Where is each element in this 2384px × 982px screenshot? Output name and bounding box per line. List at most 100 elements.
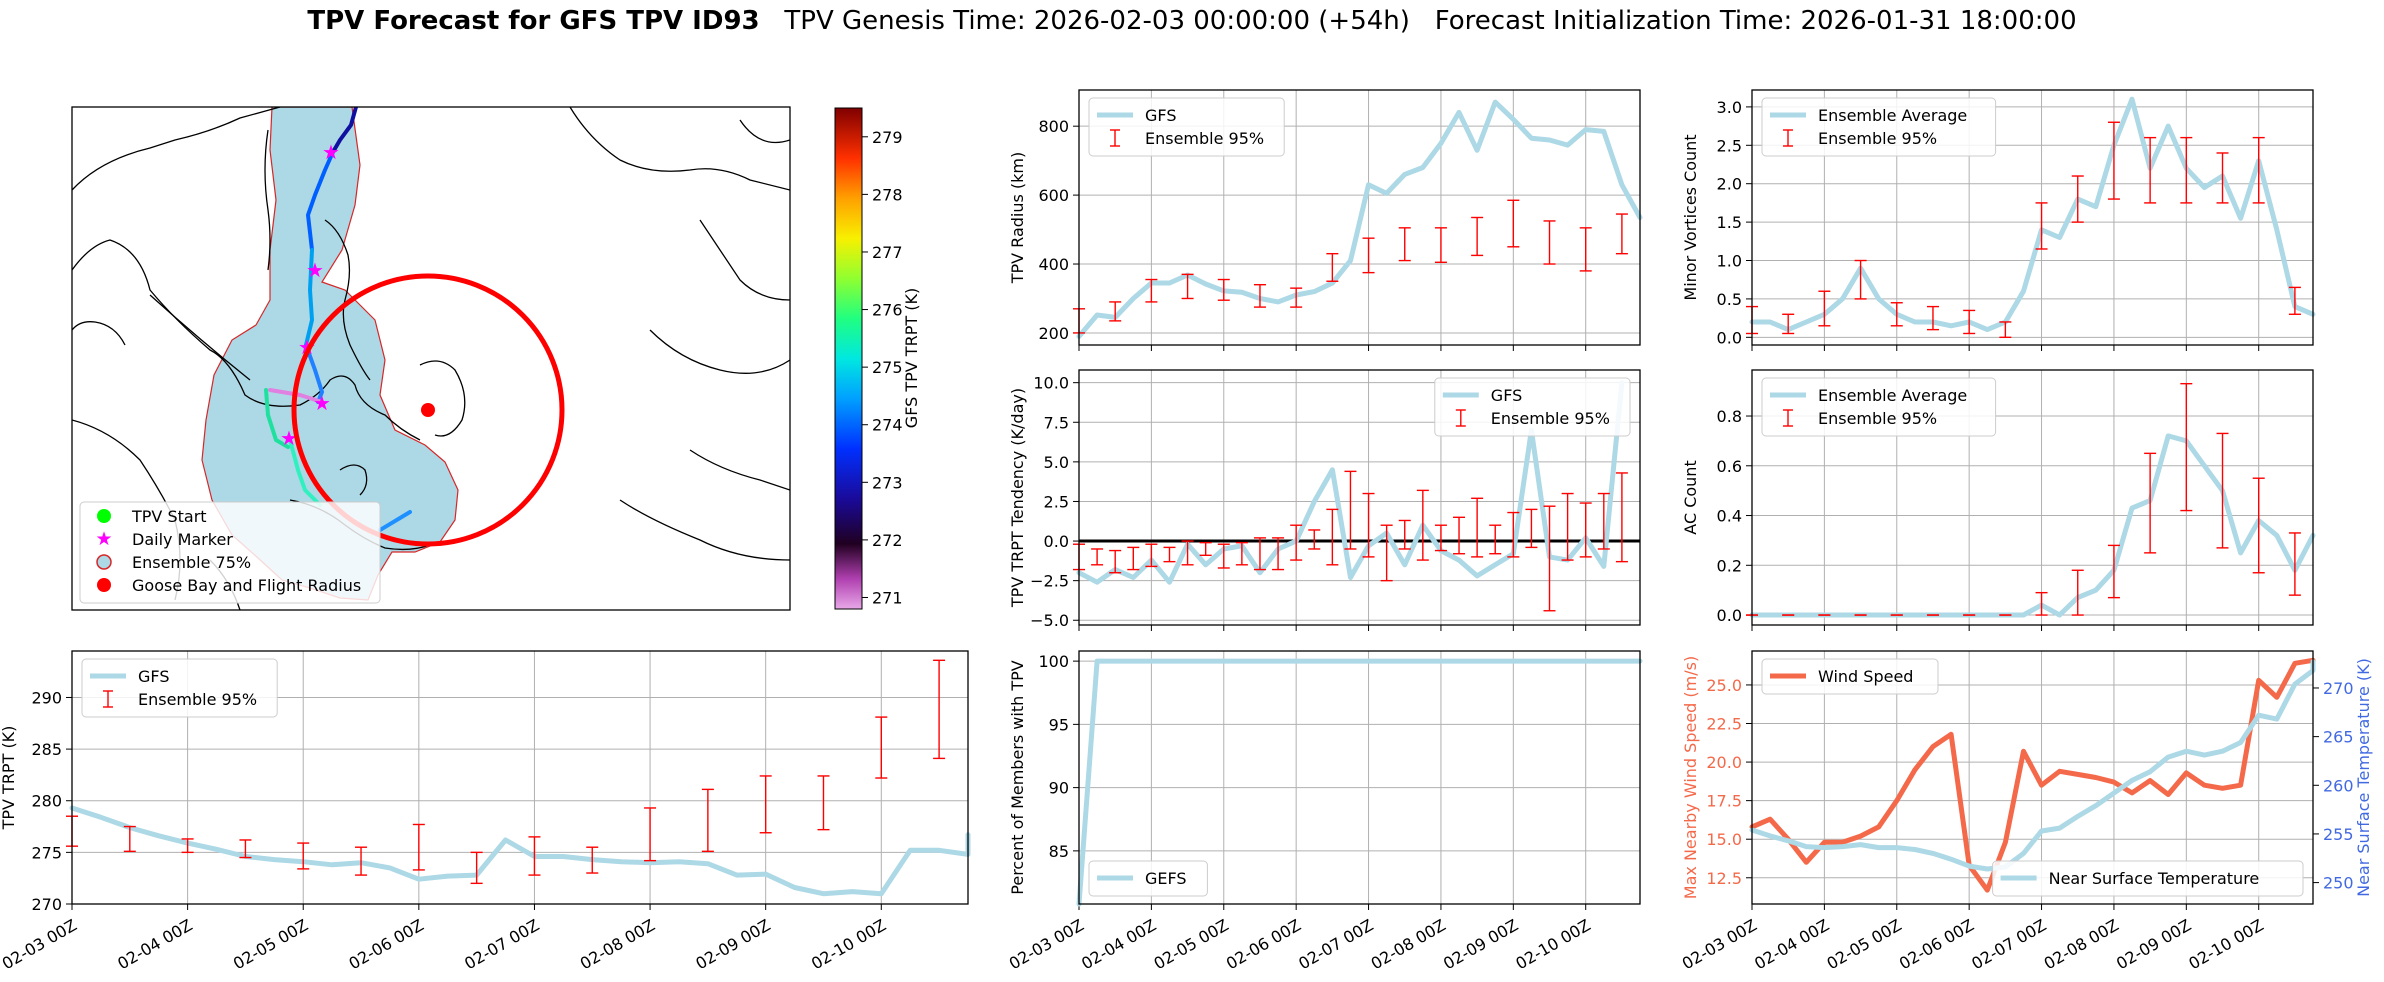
y-tick-label: 285 xyxy=(31,740,62,759)
x-tick-label: 02-10 00Z xyxy=(1512,915,1593,973)
legend-frame xyxy=(1434,377,1631,437)
legend-frame xyxy=(81,658,278,718)
legend-goose-bay-label: Goose Bay and Flight Radius xyxy=(132,576,361,595)
y-axis-label: Minor Vortices Count xyxy=(1681,134,1700,300)
chart-legend: Near Surface Temperature xyxy=(1992,860,2304,897)
y-tick-label: 3.0 xyxy=(1717,98,1742,117)
y-tick-label: 95 xyxy=(1049,715,1069,734)
legend-ensemble-75-swatch xyxy=(96,554,112,570)
y-tick-label: 400 xyxy=(1038,255,1069,274)
y-tick-label: 0.2 xyxy=(1717,556,1742,575)
legend-tpv-start-swatch xyxy=(97,509,111,523)
legend-label: GFS xyxy=(138,667,169,686)
x-tick-label: 02-09 00Z xyxy=(1440,915,1521,973)
y-tick-label: 12.5 xyxy=(1706,869,1742,888)
y-tick-label: 2.5 xyxy=(1717,136,1742,155)
y-tick-label: 0.0 xyxy=(1717,328,1742,347)
y-tick-label: 5.0 xyxy=(1044,453,1069,472)
y-tick-label: 15.0 xyxy=(1706,830,1742,849)
y-tick-label: 20.0 xyxy=(1706,753,1742,772)
legend-daily-marker-swatch: ★ xyxy=(95,528,112,550)
y-tick-label: 0.8 xyxy=(1717,407,1742,426)
x-tick-label: 02-07 00Z xyxy=(461,915,542,973)
x-tick-label: 02-03 00Z xyxy=(1006,915,1087,973)
plot-frame xyxy=(1078,369,1641,626)
chart-minor: 0.0 0.5 1.0 1.5 2.0 2.5 3.0 Minor Vortices Coun… xyxy=(1681,89,2316,351)
x-tick-label: 02-06 00Z xyxy=(1223,915,1304,973)
y-tick-label: 2.0 xyxy=(1717,175,1742,194)
y-axis-label: Percent of Members with TPV xyxy=(1008,660,1027,894)
y-tick-label: 10.0 xyxy=(1033,374,1069,393)
colorbar-tick-label: 273 xyxy=(872,473,903,492)
y-axis-label: Max Nearby Wind Speed (m/s) xyxy=(1681,656,1700,899)
colorbar-tick-label: 275 xyxy=(872,358,903,377)
legend-ensemble-75-label: Ensemble 75% xyxy=(132,553,251,572)
x-tick-label: 02-10 00Z xyxy=(808,915,889,973)
y-tick-label: 1.5 xyxy=(1717,213,1742,232)
plot-frame xyxy=(1751,650,2314,905)
legend-tpv-start-label: TPV Start xyxy=(131,507,207,526)
errorbar-series xyxy=(1073,199,1628,334)
chart-legend: GFS Ensemble 95% xyxy=(1088,97,1285,157)
daily-markers: ★ ★ ★ ★ ★ xyxy=(280,140,340,450)
colorbar-tick-label: 276 xyxy=(872,301,903,320)
legend-frame xyxy=(1088,97,1285,157)
x-tick-label: 02-03 00Z xyxy=(0,915,80,973)
title-init: Forecast Initialization Time: 2026-01-31… xyxy=(1434,6,2077,36)
x-tick-label: 02-03 00Z xyxy=(1679,915,1760,973)
y-tick-label: 275 xyxy=(31,843,62,862)
x-tick-label: 02-05 00Z xyxy=(230,915,311,973)
x-tick-label: 02-09 00Z xyxy=(692,915,773,973)
y-tick-label: 7.5 xyxy=(1044,413,1069,432)
y-tick-label: 0.4 xyxy=(1717,507,1742,526)
y-tick-label: 280 xyxy=(31,792,62,811)
chart-tendency: −5.0 −2.5 0.0 2.5 5.0 7.5 10.0 TPV TRPT Tendenc… xyxy=(1008,369,1641,631)
y-tick-label: 17.5 xyxy=(1706,792,1742,811)
y2-tick-label: 265 xyxy=(2323,728,2354,747)
colorbar-tick-label: 272 xyxy=(872,531,903,550)
y2-tick-label: 260 xyxy=(2323,776,2354,795)
y2-tick-label: 255 xyxy=(2323,825,2354,844)
x-tick-label: 02-09 00Z xyxy=(2113,915,2194,973)
chart-legend: Ensemble Average Ensemble 95% xyxy=(1761,97,1997,157)
plot-frame xyxy=(1078,650,1641,905)
x-tick-label: 02-06 00Z xyxy=(346,915,427,973)
series-line-ensemble-average xyxy=(1749,96,2316,333)
y-axis-label: AC Count xyxy=(1681,460,1700,534)
y-axis-label: TPV TRPT Tendency (K/day) xyxy=(1008,388,1027,608)
series-line-near-surface-temperature xyxy=(1749,659,2316,872)
tpv-track xyxy=(264,107,412,532)
title-genesis: TPV Genesis Time: 2026-02-03 00:00:00 (+… xyxy=(784,6,1410,36)
colorbar-ticks: 279 278 277 276 275 274 273 272 271 xyxy=(862,128,903,607)
y-tick-label: 2.5 xyxy=(1044,492,1069,511)
series-line-ensemble-average xyxy=(1749,433,2316,618)
map-frame xyxy=(71,106,791,611)
plot-frame xyxy=(1751,369,2314,626)
y-tick-label: 290 xyxy=(31,688,62,707)
legend-label: Ensemble Average xyxy=(1818,106,1967,125)
x-tick-label: 02-07 00Z xyxy=(1968,915,2049,973)
chart-legend: GFS Ensemble 95% xyxy=(1434,377,1631,437)
y2-axis-label: Near Surface Temperature (K) xyxy=(2354,658,2373,897)
legend-goose-bay-swatch xyxy=(97,578,111,592)
svg-text:★: ★ xyxy=(313,391,331,415)
map-panel: ★ ★ ★ ★ ★ TPV Start ★ Daily Marker Ensem… xyxy=(71,106,921,611)
legend-daily-marker-label: Daily Marker xyxy=(132,530,233,549)
y2-tick-label: 270 xyxy=(2323,679,2354,698)
y2-tick-label: 250 xyxy=(2323,874,2354,893)
legend-label: Wind Speed xyxy=(1818,667,1913,686)
y-tick-label: 0.6 xyxy=(1717,457,1742,476)
title-bold: TPV Forecast for GFS TPV ID93 xyxy=(307,6,760,36)
x-tick-label: 02-04 00Z xyxy=(114,915,195,973)
figure-title: TPV Forecast for GFS TPV ID93 TPV Genesi… xyxy=(0,6,2384,36)
y-tick-label: 85 xyxy=(1049,842,1069,861)
legend-label: Near Surface Temperature xyxy=(2049,869,2260,888)
ensemble-75-area xyxy=(201,107,459,601)
y-tick-label: 270 xyxy=(31,895,62,914)
y-axis-label: TPV TRPT (K) xyxy=(0,726,18,831)
chart-radius: 200 400 600 800 TPV Radius (km) GFS Ensemble 9… xyxy=(1008,89,1643,351)
plot-frame xyxy=(1078,89,1641,346)
map-legend: TPV Start ★ Daily Marker Ensemble 75% Go… xyxy=(79,501,381,604)
x-tick-label: 02-07 00Z xyxy=(1295,915,1376,973)
errorbar-series xyxy=(66,659,946,885)
